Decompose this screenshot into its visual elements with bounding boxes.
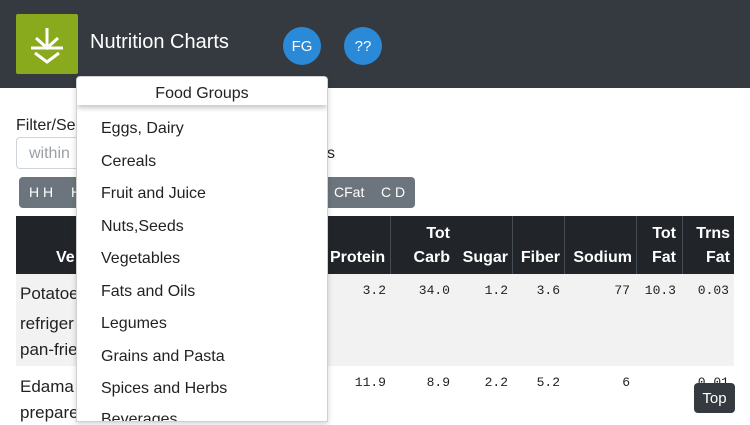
scroll-top-button[interactable]: Top (694, 383, 735, 413)
fat-value: 10.3 (644, 283, 676, 298)
header-trns-fat-line1[interactable]: Trns (696, 225, 730, 242)
sort-button-cd[interactable]: C D (381, 184, 406, 200)
brand-title[interactable]: Nutrition Charts (90, 31, 229, 53)
column-divider (512, 216, 513, 274)
column-divider (564, 216, 565, 274)
dropdown-item-nuts-seeds[interactable]: Nuts,Seeds (101, 218, 184, 235)
dropdown-item-eggs-dairy[interactable]: Eggs, Dairy (101, 120, 184, 137)
fiber-value: 5.2 (536, 375, 560, 390)
food-groups-button[interactable]: FG (283, 27, 321, 65)
header-sodium[interactable]: Sodium (573, 249, 632, 266)
dropdown-item-fruit-juice[interactable]: Fruit and Juice (101, 185, 206, 202)
header-tot-fat-line1[interactable]: Tot (652, 225, 676, 242)
food-groups-dropdown: Food Groups Eggs, Dairy Cereals Fruit an… (76, 76, 328, 422)
dropdown-item-vegetables[interactable]: Vegetables (101, 250, 181, 267)
filter-label: Filter/Se (16, 117, 76, 134)
header-vegetable[interactable]: Ve (56, 249, 75, 266)
carb-value: 8.9 (426, 375, 450, 390)
header-tot-carb-line1[interactable]: Tot (426, 225, 450, 242)
dropdown-item-fats-oils[interactable]: Fats and Oils (101, 283, 196, 300)
food-name-line: Potatoe (20, 284, 79, 303)
fiber-value: 3.6 (536, 283, 560, 298)
column-divider (682, 216, 683, 274)
navbar: Nutrition Charts FG ?? (0, 0, 750, 88)
header-tot-fat-line2[interactable]: Fat (652, 249, 676, 266)
dropdown-item-grains-pasta[interactable]: Grains and Pasta (101, 348, 225, 365)
column-divider (636, 216, 637, 274)
header-trns-fat-line2[interactable]: Fat (706, 249, 730, 266)
sodium-value: 77 (614, 283, 630, 298)
sort-button-hh[interactable]: H H (29, 184, 54, 200)
dropdown-item-cereals[interactable]: Cereals (101, 153, 157, 170)
trans-fat-value: 0.03 (697, 283, 729, 298)
food-name-line: refriger (20, 314, 74, 333)
sort-button-cfat[interactable]: CFat (334, 184, 365, 200)
header-protein[interactable]: Protein (330, 249, 386, 266)
column-divider (390, 216, 391, 274)
protein-value: 3.2 (362, 283, 386, 298)
header-tot-carb-line2[interactable]: Carb (413, 249, 450, 266)
dropdown-item-beverages[interactable]: Beverages (101, 411, 178, 422)
dropdown-header: Food Groups (77, 77, 327, 105)
carb-value: 34.0 (418, 283, 450, 298)
dropdown-item-spices-herbs[interactable]: Spices and Herbs (101, 380, 228, 397)
protein-value: 11.9 (354, 375, 386, 390)
food-name-line: pan-frie (20, 340, 78, 359)
filter-suffix-text: s (327, 145, 335, 162)
sugar-value: 1.2 (484, 283, 508, 298)
download-arrow-icon[interactable] (16, 14, 78, 74)
food-name-line: prepare (20, 403, 79, 422)
food-name-line: Edama (20, 377, 74, 396)
sodium-value: 6 (622, 375, 630, 390)
sugar-value: 2.2 (484, 375, 508, 390)
header-fiber[interactable]: Fiber (520, 249, 560, 266)
header-sugar[interactable]: Sugar (462, 249, 508, 266)
help-button[interactable]: ?? (344, 27, 382, 65)
dropdown-item-legumes[interactable]: Legumes (101, 315, 167, 332)
